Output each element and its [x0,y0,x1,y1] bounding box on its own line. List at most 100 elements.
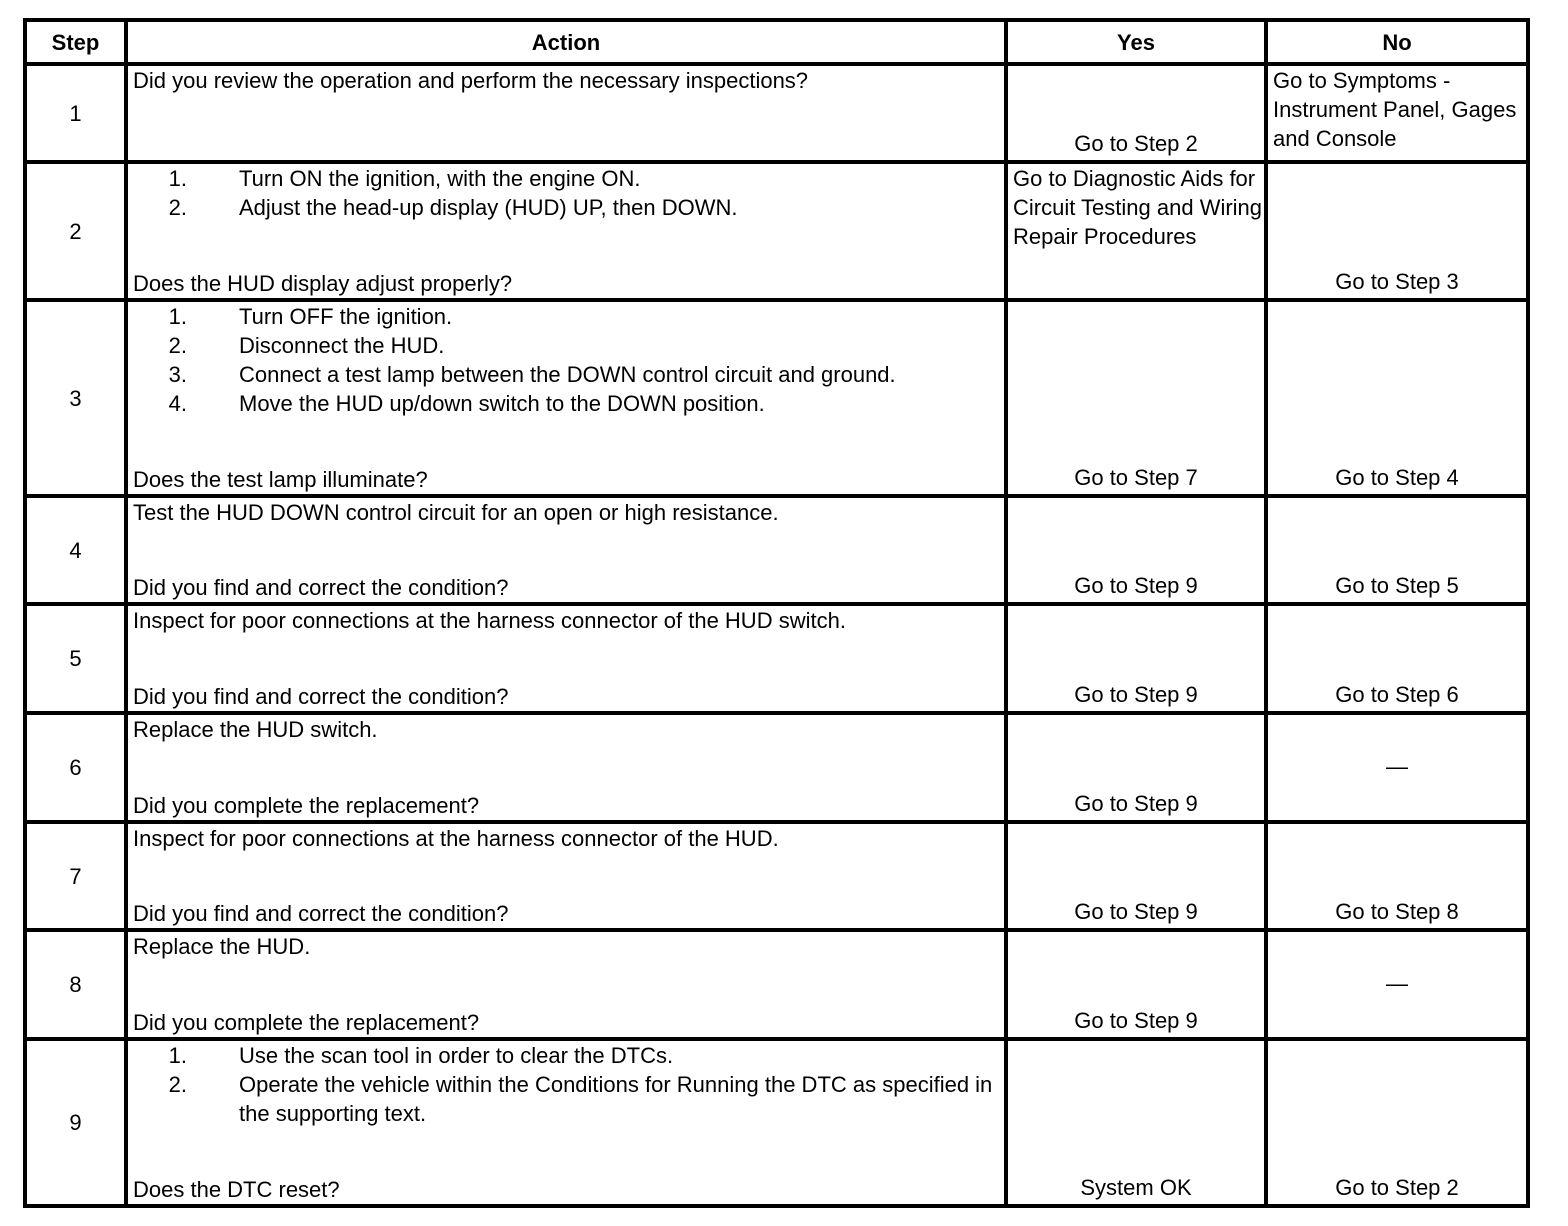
action-cell: Replace the HUD switch. Did you complete … [124,711,1008,824]
action-instruction: Replace the HUD. [133,934,311,959]
no-result: Go to Step 3 [1335,269,1459,294]
yes-cell: Go to Step 9 [1004,494,1268,606]
action-instruction: Test the HUD DOWN control circuit for an… [133,500,779,525]
action-step-item: 2. Operate the vehicle within the Conditi… [133,1070,1000,1128]
yes-cell: System OK [1004,1037,1268,1208]
table-row: 1 Did you review the operation and perfo… [23,62,1530,164]
action-instruction: Replace the HUD switch. [133,717,378,742]
no-cell: Go to Step 4 [1264,298,1530,498]
step-number: 9 [23,1037,128,1208]
no-cell: Go to Step 2 [1264,1037,1530,1208]
step-number: 8 [23,928,128,1041]
yes-cell: Go to Step 7 [1004,298,1268,498]
action-step-text: Use the scan tool in order to clear the … [239,1043,674,1068]
table-row: 7 Inspect for poor connections at the ha… [23,820,1530,932]
header-no: No [1264,18,1530,66]
yes-cell: Go to Step 9 [1004,928,1268,1041]
no-cell: Go to Step 8 [1264,820,1530,932]
action-question: Does the HUD display adjust properly? [133,271,513,296]
action-cell: Test the HUD DOWN control circuit for an… [124,494,1008,606]
action-question: Did you find and correct the condition? [133,575,509,600]
action-step-item: 3. Connect a test lamp between the DOWN c… [133,360,1000,389]
action-question: Did you find and correct the condition? [133,901,509,926]
action-question: Did you review the operation and perform… [133,68,809,93]
action-instruction: Inspect for poor connections at the harn… [133,608,846,633]
action-step-number: 1. [168,166,187,191]
action-cell: 1. Turn OFF the ignition. 2. Disconnect the… [124,298,1008,498]
step-number: 1 [23,62,128,164]
table-row: 3 1. Turn OFF the ignition. 2. Disconnect t… [23,298,1530,498]
action-step-item: 1. Turn OFF the ignition. [133,302,1000,331]
action-cell: 1. Use the scan tool in order to clear th… [124,1037,1008,1208]
action-cell: 1. Turn ON the ignition, with the engine … [124,160,1008,302]
action-step-number: 3. [168,362,187,387]
yes-result: Go to Step 2 [1074,131,1198,156]
action-question: Does the DTC reset? [133,1177,340,1202]
action-step-number: 2. [168,333,187,358]
yes-result: Go to Diagnostic Aids for Circuit Testin… [1013,166,1263,249]
table-row: 6 Replace the HUD switch. Did you complet… [23,711,1530,824]
action-step-item: 1. Use the scan tool in order to clear th… [133,1041,1000,1070]
action-step-number: 2. [168,195,187,220]
action-steps-list: 1. Turn OFF the ignition. 2. Disconnect the… [133,302,1000,418]
no-result: Go to Step 8 [1335,899,1459,924]
action-cell: Inspect for poor connections at the harn… [124,602,1008,715]
action-cell: Did you review the operation and perform… [124,62,1008,164]
action-step-item: 1. Turn ON the ignition, with the engine … [133,164,1000,193]
header-row: Step Action Yes No [23,18,1530,66]
yes-cell: Go to Step 9 [1004,820,1268,932]
action-step-number: 2. [168,1072,187,1097]
no-cell: Go to Step 5 [1264,494,1530,606]
action-step-text: Disconnect the HUD. [239,333,445,358]
yes-result: Go to Step 9 [1074,573,1198,598]
yes-cell: Go to Diagnostic Aids for Circuit Testin… [1004,160,1268,302]
step-number: 6 [23,711,128,824]
no-cell: — [1264,711,1530,824]
header-step: Step [23,18,128,66]
yes-result: Go to Step 9 [1074,682,1198,707]
step-number: 2 [23,160,128,302]
action-question: Did you complete the replacement? [133,793,480,818]
action-step-text: Turn OFF the ignition. [239,304,453,329]
action-step-number: 1. [168,1043,187,1068]
action-step-item: 2. Disconnect the HUD. [133,331,1000,360]
yes-result: Go to Step 9 [1074,899,1198,924]
yes-result: Go to Step 9 [1074,791,1198,816]
no-result: Go to Symptoms - Instrument Panel, Gages… [1273,68,1517,151]
action-steps-list: 1. Turn ON the ignition, with the engine … [133,164,1000,222]
yes-result: Go to Step 9 [1074,1008,1198,1033]
action-step-item: 2. Adjust the head-up display (HUD) UP, t… [133,193,1000,222]
no-result: — [1386,971,1408,996]
no-cell: Go to Step 3 [1264,160,1530,302]
table-row: 9 1. Use the scan tool in order to clear … [23,1037,1530,1208]
yes-cell: Go to Step 2 [1004,62,1268,164]
header-yes: Yes [1004,18,1268,66]
table-row: 8 Replace the HUD. Did you complete the r… [23,928,1530,1041]
action-question: Did you find and correct the condition? [133,684,509,709]
yes-cell: Go to Step 9 [1004,602,1268,715]
action-cell: Replace the HUD. Did you complete the rep… [124,928,1008,1041]
yes-result: Go to Step 7 [1074,465,1198,490]
step-number: 5 [23,602,128,715]
table-row: 2 1. Turn ON the ignition, with the engin… [23,160,1530,302]
action-steps-list: 1. Use the scan tool in order to clear th… [133,1041,1000,1128]
action-step-text: Move the HUD up/down switch to the DOWN … [239,391,765,416]
action-step-number: 4. [168,391,187,416]
action-question: Does the test lamp illuminate? [133,467,428,492]
action-step-text: Adjust the head-up display (HUD) UP, the… [239,195,738,220]
table-row: 5 Inspect for poor connections at the ha… [23,602,1530,715]
action-step-text: Operate the vehicle within the Condition… [239,1072,993,1126]
table-row: 4 Test the HUD DOWN control circuit for … [23,494,1530,606]
header-action: Action [124,18,1008,66]
action-question: Did you complete the replacement? [133,1010,480,1035]
action-step-text: Connect a test lamp between the DOWN con… [239,362,896,387]
action-cell: Inspect for poor connections at the harn… [124,820,1008,932]
step-number: 3 [23,298,128,498]
no-result: Go to Step 6 [1335,682,1459,707]
step-number: 4 [23,494,128,606]
yes-cell: Go to Step 9 [1004,711,1268,824]
no-result: — [1386,754,1408,779]
action-step-text: Turn ON the ignition, with the engine ON… [239,166,641,191]
yes-result: System OK [1080,1175,1192,1200]
action-instruction: Inspect for poor connections at the harn… [133,826,779,851]
